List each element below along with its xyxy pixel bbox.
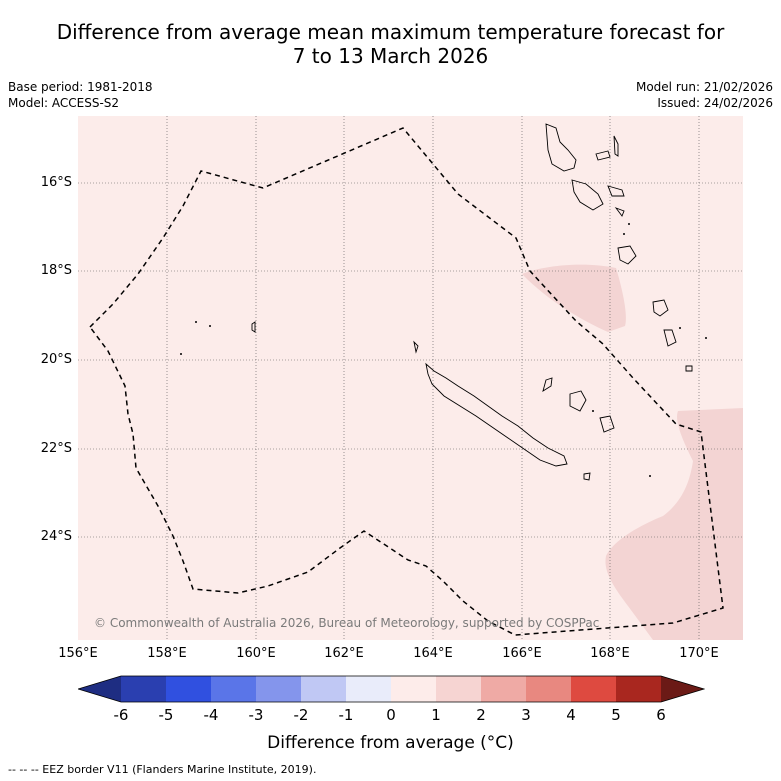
lon-label-164e: 164°E: [413, 646, 453, 661]
colorbar-swatch-9: [481, 676, 526, 702]
colorbar-tick-neg2: -2: [293, 706, 309, 724]
colorbar-tick-neg4: -4: [203, 706, 219, 724]
lat-label-16s: 16°S: [40, 175, 72, 190]
colorbar-tick-3: 3: [521, 706, 531, 724]
colorbar-tick-neg1: -1: [338, 706, 354, 724]
colorbar-tick-neg3: -3: [248, 706, 264, 724]
belep-islands: [413, 340, 419, 354]
lon-label-158e: 158°E: [147, 646, 187, 661]
colorbar-tick-0: 0: [386, 706, 396, 724]
colorbar-tick-5: 5: [611, 706, 621, 724]
colorbar-tick-2: 2: [476, 706, 486, 724]
vanuatu-maewo: [613, 135, 619, 157]
colorbar-swatch-4: [256, 676, 301, 702]
vanuatu-efate: [617, 245, 637, 265]
colorbar-tick-4: 4: [566, 706, 576, 724]
colorbar-tick-1: 1: [431, 706, 441, 724]
map-title-line1: Difference from average mean maximum tem…: [56, 20, 725, 44]
vanuatu-malekula: [571, 179, 604, 211]
eez-border: [89, 127, 724, 636]
colorbar-swatch-8: [436, 676, 481, 702]
lat-label-22s: 22°S: [40, 441, 72, 456]
model-name: Model: ACCESS-S2: [8, 96, 120, 110]
small-islets: [180, 223, 707, 477]
vanuatu-pentecost: [607, 185, 625, 197]
colorbar-swatch-12: [616, 676, 661, 702]
vanuatu-tanna: [663, 329, 677, 347]
lat-label-20s: 20°S: [40, 352, 72, 367]
lat-label-18s: 18°S: [40, 263, 72, 278]
colorbar-swatch-2: [166, 676, 211, 702]
colorbar-swatch-10: [526, 676, 571, 702]
lon-label-160e: 160°E: [236, 646, 276, 661]
loyalty-island-mare: [599, 415, 615, 433]
coastlines: [251, 123, 693, 481]
map-title-line2: 7 to 13 March 2026: [292, 44, 489, 68]
new-caledonia: [425, 362, 568, 467]
issued-date: Issued: 24/02/2026: [657, 96, 773, 110]
lon-label-156e: 156°E: [58, 646, 98, 661]
vanuatu-espiritu-santo: [545, 123, 577, 172]
warm-patch-southeast: [605, 408, 743, 640]
colorbar-swatch-3: [211, 676, 256, 702]
loyalty-island-lifou: [569, 390, 587, 412]
rennell-island: [251, 321, 256, 333]
graticule: [78, 116, 743, 640]
colorbar-tick-6: 6: [656, 706, 666, 724]
lat-label-24s: 24°S: [40, 529, 72, 544]
colorbar-tick-neg5: -5: [158, 706, 174, 724]
lon-label-166e: 166°E: [502, 646, 542, 661]
colorbar-outline: [78, 675, 705, 703]
colorbar-swatch-1: [121, 676, 166, 702]
isle-of-pines: [583, 472, 591, 481]
colorbar: [78, 675, 705, 703]
colorbar-swatch-5: [301, 676, 346, 702]
colorbar-tick-neg6: -6: [113, 706, 129, 724]
loyalty-island-ouvea: [542, 377, 553, 392]
vanuatu-ambae: [595, 150, 611, 161]
map-panel: © Commonwealth of Australia 2026, Bureau…: [78, 116, 743, 640]
colorbar-swatch-6: [346, 676, 391, 702]
colorbar-swatch-11: [571, 676, 616, 702]
vanuatu-epi: [614, 207, 625, 217]
copyright-notice: © Commonwealth of Australia 2026, Bureau…: [94, 616, 600, 630]
lon-label-168e: 168°E: [590, 646, 630, 661]
base-period: Base period: 1981-2018: [8, 80, 153, 94]
lon-label-170e: 170°E: [679, 646, 719, 661]
vanuatu-erromango: [652, 299, 669, 317]
model-run: Model run: 21/02/2026: [635, 80, 773, 94]
map-canvas: [78, 116, 743, 640]
eez-legend-line: -- -- -- EEZ border V11 (Flanders Marine…: [8, 763, 317, 776]
lon-label-162e: 162°E: [324, 646, 364, 661]
colorbar-swatch-7: [391, 676, 436, 702]
colorbar-arrow-high: [661, 676, 704, 702]
colorbar-label: Difference from average (°C): [267, 733, 514, 753]
warm-patch-north: [522, 264, 626, 332]
vanuatu-aneityum: [685, 365, 693, 372]
colorbar-arrow-low: [78, 676, 121, 702]
